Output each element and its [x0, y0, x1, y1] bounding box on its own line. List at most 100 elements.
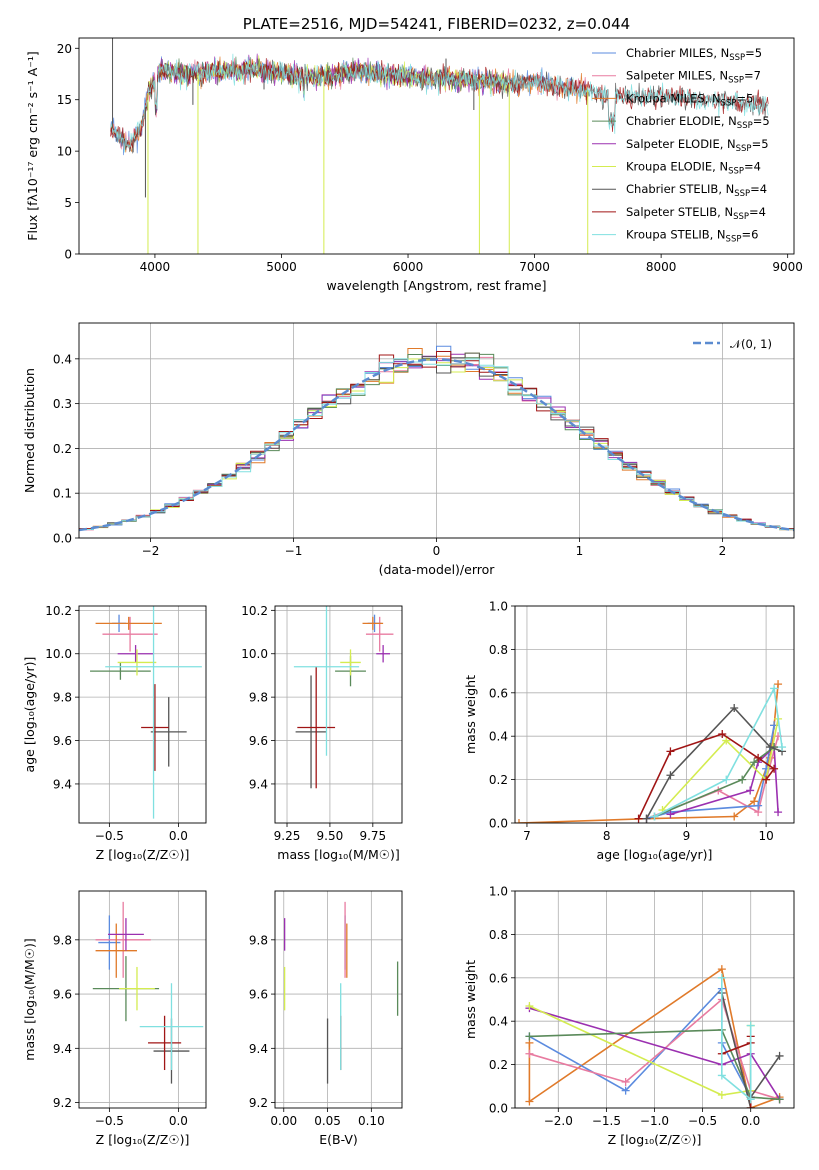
x-tick-label: −2.0 [544, 1114, 573, 1128]
y-tick-label: 9.2 [249, 1096, 268, 1110]
x-tick-label: −0.5 [95, 829, 124, 843]
y-tick-label: 0.6 [489, 686, 508, 700]
weight-line-kroupa_stelib [654, 685, 783, 818]
weight-marker-kroupa_miles [750, 797, 759, 806]
panel-weight_vs_z: −2.0 −1.5 −1.0 −0.5 0.0 0.0 0.2 0.4 0.6 0.8 1.0 Z [… [463, 885, 795, 1147]
y-tick-label: 10.0 [45, 647, 72, 661]
y-tick-label: 0.1 [53, 487, 72, 501]
weight-line-kroupa_stelib [721, 977, 752, 1101]
weight-marker-kroupa_stelib [650, 812, 659, 821]
weight-line-chabrier_miles [529, 986, 752, 1098]
x-tick-label: 7 [523, 829, 531, 843]
y-tick-label: 0.2 [53, 442, 72, 456]
y-tick-label: 20 [57, 42, 72, 56]
y-axis-label: Normed distribution [22, 368, 37, 493]
weight-marker-kroupa_stelib [717, 1071, 726, 1080]
axes-frame [78, 605, 207, 824]
y-tick-label: 10 [57, 145, 72, 159]
weight-line-kroupa_elodie [529, 1005, 752, 1096]
x-tick-label: 0.10 [358, 1114, 385, 1128]
panel-age_vs_z: −0.5 0.0 9.4 9.6 9.8 10.0 10.2 Z [log₁₀(Z/Z☉)] a… [22, 604, 207, 862]
weight-marker-salpeter_stelib [754, 753, 763, 762]
weight-marker-salpeter_stelib [634, 814, 643, 823]
legend-entry: Salpeter MILES, NSSP=7 [626, 69, 761, 86]
x-tick-label: 0.0 [169, 1114, 188, 1128]
x-tick-label: −0.5 [688, 1114, 717, 1128]
y-tick-label: 9.8 [249, 691, 268, 705]
axes-frame [514, 890, 795, 1109]
weight-marker-kroupa_elodie [717, 1090, 726, 1099]
weight-marker-salpeter_elodie [666, 810, 675, 819]
x-tick-label: 4000 [140, 260, 171, 274]
x-tick-label: 8000 [646, 260, 677, 274]
weight-marker-salpeter_elodie [746, 786, 755, 795]
x-axis-label: mass [log₁₀(M/M☉)] [277, 847, 399, 862]
weight-marker-kroupa_miles [774, 680, 783, 689]
x-tick-label: 0.00 [270, 1114, 297, 1128]
y-axis-label: mass [log₁₀(M/M☉)] [22, 938, 37, 1060]
y-tick-label: 9.4 [249, 777, 268, 791]
y-tick-label: 9.8 [53, 691, 72, 705]
plot-area [525, 965, 784, 1108]
weight-marker-chabrier_stelib [642, 814, 651, 823]
weight-marker-chabrier_elodie [775, 1095, 784, 1104]
x-tick-label: 6000 [393, 260, 424, 274]
y-tick-label: 0.4 [489, 730, 508, 744]
x-tick-label: 1 [576, 544, 584, 558]
x-tick-label: 10 [758, 829, 773, 843]
weight-line-chabrier_elodie [529, 1029, 780, 1101]
weight-marker-kroupa_miles [525, 1097, 534, 1106]
y-tick-label: 9.8 [249, 933, 268, 947]
weight-marker-kroupa_stelib [746, 1095, 755, 1104]
weight-marker-kroupa_stelib [778, 743, 787, 752]
panel-residuals: −2 −1 0 1 2 0.0 0.1 0.2 0.3 0.4 (data-model)/error… [22, 322, 795, 577]
x-tick-label: −1.5 [592, 1114, 621, 1128]
weight-marker-chabrier_stelib [775, 1051, 784, 1060]
legend-entry: Chabrier STELIB, NSSP=4 [626, 182, 767, 199]
axes-frame [274, 890, 403, 1109]
axes-frame [78, 37, 795, 255]
x-tick-label: −1.0 [640, 1114, 669, 1128]
panel-mass_vs_z: −0.5 0.0 9.2 9.4 9.6 9.8 Z [log₁₀(Z/Z☉)] mass [… [22, 890, 207, 1147]
plot-area [283, 901, 399, 1084]
y-tick-label: 0.2 [489, 1058, 508, 1072]
y-tick-label: 9.4 [53, 1042, 72, 1056]
x-tick-label: 9 [683, 829, 691, 843]
panel-weight_vs_age: 7 8 9 10 0.0 0.2 0.4 0.6 0.8 1.0 age [log₁₀(age/yr… [463, 600, 795, 862]
weight-marker-salpeter_stelib [666, 747, 675, 756]
x-tick-label: 0 [433, 544, 441, 558]
legend: Chabrier MILES, NSSP=5 Salpeter MILES, NS… [592, 46, 770, 245]
spectrum-line-kroupa_stelib [110, 53, 769, 153]
y-axis-label: mass weight [463, 960, 478, 1039]
weight-marker-kroupa_stelib [746, 1021, 755, 1030]
y-tick-label: 0.4 [489, 1015, 508, 1029]
weight-marker-salpeter_stelib [770, 764, 779, 773]
y-tick-label: 9.2 [53, 1096, 72, 1110]
weight-marker-chabrier_miles [621, 1086, 630, 1095]
panel-mass_vs_ebv: 0.00 0.05 0.10 9.2 9.4 9.6 9.8 E(B-V) [249, 890, 403, 1147]
panel-spectrum: 4000 5000 6000 7000 8000 9000 0 5 10 15 20 waveleng… [25, 15, 803, 293]
weight-marker-chabrier_stelib [730, 703, 739, 712]
x-axis-label: Z [log₁₀(Z/Z☉)] [96, 847, 190, 862]
y-tick-label: 1.0 [489, 885, 508, 899]
legend-entry: Kroupa MILES, NSSP=5 [626, 91, 753, 108]
x-tick-label: 9.75 [359, 829, 386, 843]
weight-marker-kroupa_miles [515, 819, 523, 823]
x-tick-label: 9000 [772, 260, 803, 274]
axes-frame [274, 605, 403, 824]
y-tick-label: 0.2 [489, 773, 508, 787]
x-axis-label: wavelength [Angstrom, rest frame] [326, 278, 546, 293]
weight-line-chabrier_stelib [645, 706, 783, 820]
legend-entry: Kroupa STELIB, NSSP=6 [626, 228, 758, 245]
y-tick-label: 10.2 [241, 604, 268, 618]
y-axis-label: mass weight [463, 675, 478, 754]
x-tick-label: 9.50 [317, 829, 344, 843]
weight-marker-kroupa_stelib [722, 775, 731, 784]
weight-marker-salpeter_miles [621, 1077, 630, 1086]
panel-age_vs_mass: 9.25 9.50 9.75 9.4 9.6 9.8 10.0 10.2 mass [log₁₀… [241, 604, 403, 862]
x-axis-label: Z [log₁₀(Z/Z☉)] [608, 1132, 702, 1147]
y-tick-label: 9.8 [53, 933, 72, 947]
y-axis-label: age [log₁₀(age/yr)] [22, 657, 37, 773]
y-tick-label: 0.6 [489, 971, 508, 985]
y-tick-label: 0.0 [489, 1102, 508, 1116]
